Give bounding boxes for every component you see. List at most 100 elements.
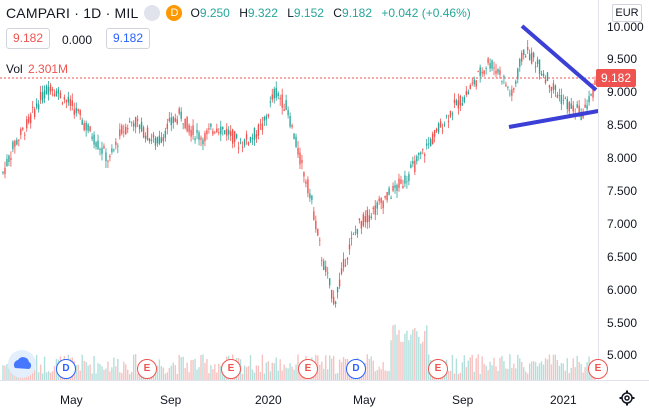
candle-body <box>6 158 8 167</box>
candle-body <box>374 205 376 215</box>
candle-body <box>307 179 309 194</box>
volume-bar <box>279 359 281 380</box>
candle-body <box>350 237 353 239</box>
candle-body <box>75 107 77 114</box>
earnings-event-icon[interactable]: E <box>221 359 241 379</box>
candle-body <box>523 49 525 55</box>
x-tick: Sep <box>452 393 474 407</box>
earnings-event-icon[interactable]: E <box>428 359 448 379</box>
candle-body <box>592 85 594 98</box>
trendline-upper[interactable] <box>520 24 598 92</box>
symbol-name[interactable]: CAMPARI · 1D · MIL <box>6 5 139 21</box>
volume-bar <box>455 358 458 380</box>
volume-bar <box>8 364 10 380</box>
candle-body <box>182 123 184 125</box>
volume-bar <box>461 362 464 380</box>
candle-body <box>590 94 592 96</box>
volume-bar <box>384 370 386 380</box>
dividend-event-icon[interactable]: D <box>56 359 76 379</box>
volume-bar <box>517 354 519 380</box>
candle-body <box>584 104 586 108</box>
candle-body <box>461 102 464 106</box>
candle-body <box>580 112 582 120</box>
candle-body <box>111 148 113 153</box>
candle-body <box>388 188 390 195</box>
gear-icon[interactable] <box>619 390 635 406</box>
candle-body <box>479 67 481 77</box>
candle-body <box>51 88 54 91</box>
volume-bar <box>41 373 44 380</box>
volume-bar <box>265 362 268 380</box>
candle-body <box>123 131 125 133</box>
buy-price-box[interactable]: 9.182 <box>106 28 150 49</box>
volume-bar <box>275 357 277 380</box>
y-tick: 6.000 <box>607 283 638 297</box>
candle-body <box>228 130 230 135</box>
spread-value: 0.000 <box>62 33 93 47</box>
volume-bar <box>503 361 505 380</box>
volume-bar <box>328 355 331 380</box>
candle-body <box>263 116 266 121</box>
candle-body <box>184 118 186 129</box>
volume-bar <box>560 363 563 380</box>
candle-body <box>237 147 240 149</box>
volume-bar <box>212 369 214 380</box>
earnings-event-icon[interactable]: E <box>298 359 318 379</box>
candle-body <box>229 131 232 136</box>
earnings-event-icon[interactable]: E <box>137 359 157 379</box>
candle-body <box>265 116 268 120</box>
volume-bar <box>495 366 497 380</box>
y-tick: 9.000 <box>607 85 638 99</box>
candle-body <box>144 135 147 139</box>
candle-body <box>552 83 555 90</box>
y-tick: 9.500 <box>607 52 638 66</box>
volume-bar <box>368 358 370 380</box>
price-axis[interactable] <box>598 0 649 380</box>
candle-body <box>20 128 22 136</box>
candle-body <box>467 91 469 95</box>
delay-badge-icon[interactable]: D <box>166 5 183 21</box>
volume-bar <box>372 360 374 380</box>
sell-price-box[interactable]: 9.182 <box>6 28 50 49</box>
volume-bar <box>47 371 50 380</box>
volume-bar <box>241 373 244 380</box>
candle-body <box>73 109 75 115</box>
candle-body <box>235 134 238 138</box>
candle-body <box>550 87 553 92</box>
candle-body <box>22 127 24 130</box>
candle-body <box>376 202 378 209</box>
volume-bar <box>449 371 452 380</box>
tradingview-cloud-icon[interactable] <box>8 350 36 378</box>
candle-body <box>200 137 202 140</box>
currency-label[interactable]: EUR <box>612 4 642 22</box>
candle-body <box>406 181 408 183</box>
candle-body <box>352 233 355 235</box>
volume-bar <box>289 363 291 380</box>
volume-bar <box>283 364 285 380</box>
trendline-lower[interactable] <box>508 109 598 129</box>
earnings-event-icon[interactable]: E <box>588 359 608 379</box>
current-price-tag: 9.182 <box>596 69 636 87</box>
candle-body <box>233 131 236 142</box>
candle-body <box>404 175 406 184</box>
candle-body <box>528 53 531 61</box>
candle-body <box>81 119 83 125</box>
candle-body <box>509 93 511 95</box>
candle-body <box>564 98 567 100</box>
volume-bar <box>253 372 256 380</box>
volume-bar <box>91 373 93 380</box>
candle-body <box>156 137 159 144</box>
candle-body <box>154 137 157 146</box>
dividend-event-icon[interactable]: D <box>346 359 366 379</box>
candle-body <box>287 110 289 116</box>
candle-body <box>463 96 466 103</box>
volume-bar <box>121 372 123 380</box>
volume-bar <box>202 354 204 380</box>
volume-bar <box>338 359 341 380</box>
volume-bar <box>83 360 85 380</box>
price-chart[interactable] <box>0 0 598 380</box>
y-tick: 7.000 <box>607 217 638 231</box>
candle-body <box>168 118 171 121</box>
candle-body <box>134 116 137 128</box>
candle-body <box>93 134 95 145</box>
